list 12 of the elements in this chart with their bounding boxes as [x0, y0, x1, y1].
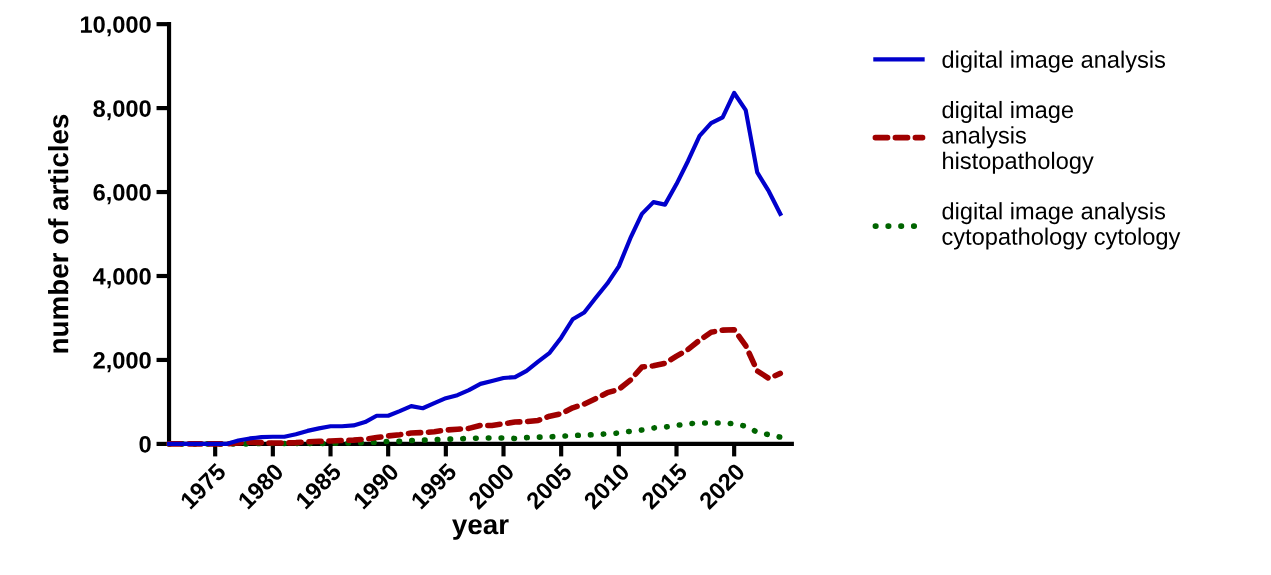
y-tick-label: 6,000 [93, 184, 151, 205]
y-tick-label: 4,000 [92, 268, 151, 289]
y-tick-label: 8,000 [93, 100, 151, 121]
y-tick-label: 2,000 [93, 352, 151, 373]
legend-label: digital image analysis [942, 50, 1166, 73]
legend-label: digital image analysis histopathology [942, 100, 1094, 174]
legend-label: digital image analysis cytopathology cytology [942, 202, 1181, 250]
y-tick-label: 0 [139, 435, 151, 453]
line-series [166, 90, 783, 446]
y-tick-label: 10,000 [80, 16, 151, 37]
y-axis-title: number of articles [48, 114, 69, 353]
x-axis-title: year [452, 519, 509, 540]
